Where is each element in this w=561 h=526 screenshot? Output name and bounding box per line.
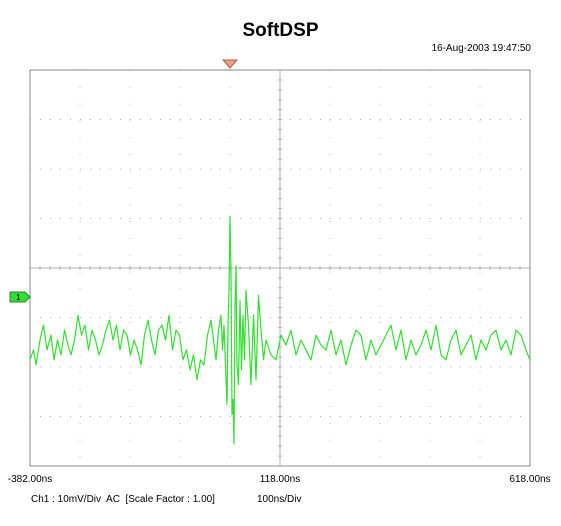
channel-1-ground-marker[interactable]: 1	[9, 291, 31, 303]
x-tick-label: 118.00ns	[260, 474, 300, 485]
plot-border	[29, 69, 531, 467]
x-tick-label: 618.00ns	[509, 474, 550, 485]
channel-info: Ch1 : 10mV/Div AC [Scale Factor : 1.00]	[31, 494, 215, 505]
timebase: 100ns/Div	[257, 494, 302, 505]
chart-title: SoftDSP	[242, 20, 319, 41]
waveform-trace-ch1	[29, 215, 531, 445]
x-tick-labels: -382.00ns 118.00ns 618.00ns	[8, 474, 551, 485]
channel-1-marker-shape[interactable]	[9, 291, 31, 303]
grid	[29, 69, 531, 467]
channel-1-marker-label: 1	[16, 293, 21, 302]
timestamp: 16-Aug-2003 19:47:50	[431, 43, 531, 54]
trigger-position-marker[interactable]	[221, 59, 239, 69]
x-tick-label: -382.00ns	[8, 474, 52, 485]
